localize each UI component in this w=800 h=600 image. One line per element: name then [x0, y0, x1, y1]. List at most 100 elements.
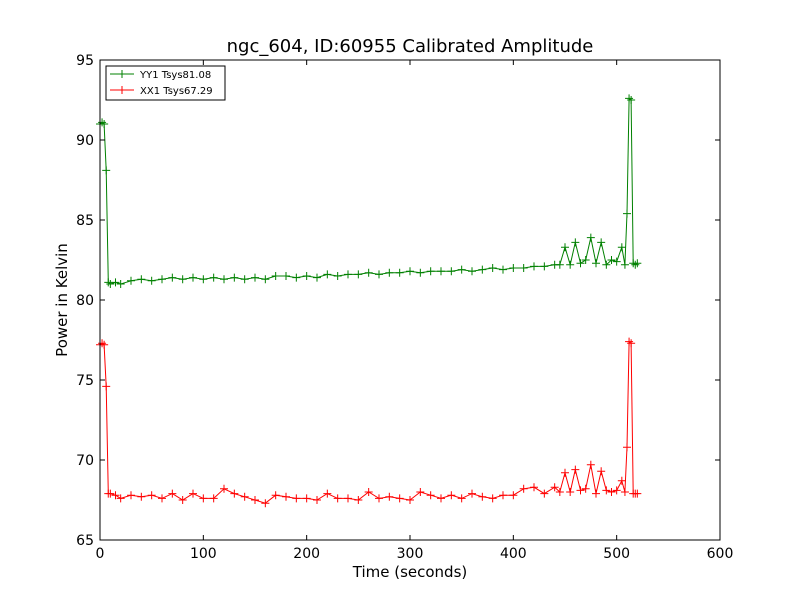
- series-0-point: [354, 270, 363, 279]
- legend-marker: [118, 70, 126, 78]
- x-tick-label: 300: [397, 546, 424, 562]
- series-1-point: [406, 496, 414, 504]
- series-1-point: [230, 489, 239, 498]
- series-1-point: [586, 460, 595, 469]
- series-1-point: [519, 484, 528, 493]
- series-1-point: [323, 489, 332, 498]
- series-1-point: [313, 496, 321, 504]
- y-tick-label: 75: [76, 373, 94, 389]
- series-0-point: [111, 278, 120, 287]
- series-0-point: [375, 270, 383, 279]
- series-1-point: [137, 492, 146, 501]
- series-1-point: [540, 489, 549, 498]
- series-1-point: [127, 491, 135, 500]
- x-tick-label: 500: [603, 546, 630, 562]
- series-0-point: [488, 264, 497, 272]
- series-0-point: [104, 278, 113, 287]
- series-0-point: [261, 275, 270, 284]
- series-0-point: [561, 243, 569, 252]
- series-1-point: [620, 488, 629, 496]
- series-1-point: [550, 483, 559, 492]
- x-tick-label: 100: [190, 546, 217, 562]
- series-1-point: [426, 491, 435, 500]
- series-0-point: [555, 260, 564, 269]
- series-1-point: [116, 494, 125, 503]
- series-1-point: [625, 337, 634, 346]
- series-0-point: [478, 265, 487, 274]
- series-0-point: [102, 166, 111, 175]
- series-0-point: [178, 275, 187, 284]
- series-0-point: [292, 273, 301, 282]
- y-axis-title: Power in Kelvin: [53, 243, 71, 357]
- series-1-point: [607, 488, 616, 496]
- series-0-point: [189, 273, 197, 282]
- series-0-point: [633, 259, 642, 268]
- series-0-point: [447, 267, 456, 276]
- series-0-point: [426, 267, 435, 276]
- series-0-point: [385, 268, 394, 277]
- series-1-point: [209, 494, 218, 503]
- series-1-point: [623, 443, 631, 452]
- series-1-point: [488, 494, 497, 503]
- series-0-point: [627, 96, 636, 104]
- series-1-point: [364, 488, 373, 496]
- series-1-point: [189, 489, 197, 498]
- series-0-point: [592, 259, 600, 268]
- x-tick-label: 400: [500, 546, 527, 562]
- series-0-point: [199, 275, 208, 284]
- plot-area: [100, 60, 720, 540]
- y-tick-label: 80: [76, 293, 94, 309]
- y-tick-label: 85: [76, 213, 94, 229]
- series-0-point: [406, 267, 414, 276]
- series-1-point: [98, 339, 107, 348]
- series-0-point: [612, 257, 621, 266]
- series-1-point: [199, 494, 208, 503]
- series-1-point: [581, 484, 590, 493]
- series-1-point: [251, 496, 259, 504]
- series-0-point: [395, 268, 404, 277]
- series-0-point: [282, 272, 290, 280]
- x-axis: 0 100 200 300 400 500 600: [96, 60, 733, 562]
- series-1-point: [555, 488, 564, 496]
- series-1-point: [576, 486, 585, 495]
- series-0-point: [100, 120, 109, 128]
- series-1-point: [271, 491, 280, 500]
- series-1-point: [457, 494, 466, 503]
- y-tick-label: 95: [76, 53, 94, 69]
- series-0-point: [230, 273, 239, 282]
- series-0-point: [530, 262, 538, 271]
- series-1-point: [302, 494, 311, 503]
- series-0-point: [168, 273, 177, 282]
- series-1-point: [612, 486, 621, 495]
- y-tick-label: 65: [76, 533, 94, 549]
- series-1-point: [261, 499, 270, 508]
- series-1-point: [437, 494, 445, 503]
- series-1-point: [617, 476, 626, 485]
- series-layer: [96, 94, 642, 508]
- series-1-point: [499, 491, 507, 500]
- series-1-point: [168, 489, 177, 498]
- series-0-point: [581, 256, 590, 264]
- series-1-point: [509, 491, 518, 500]
- x-axis-title: Time (seconds): [352, 563, 468, 581]
- series-0-point: [620, 260, 629, 269]
- series-1-point: [220, 484, 228, 493]
- series-1-point: [395, 494, 404, 503]
- series-0-point: [625, 94, 634, 103]
- series-0-point: [519, 264, 528, 272]
- series-1-point: [147, 491, 156, 500]
- series-1-point: [100, 340, 109, 349]
- series-0-point: [127, 276, 135, 285]
- series-1-point: [468, 489, 476, 498]
- series-1-point: [602, 486, 611, 495]
- series-1-point: [571, 465, 580, 474]
- series-0-point: [457, 265, 466, 274]
- y-axis: 65 70 75 80 85 90 95: [76, 53, 720, 549]
- series-1-point: [627, 339, 636, 348]
- series-1-point: [478, 492, 487, 501]
- series-1-point: [561, 468, 569, 477]
- legend-marker: [118, 86, 126, 94]
- series-1-point: [178, 496, 187, 504]
- series-0-point: [602, 260, 611, 269]
